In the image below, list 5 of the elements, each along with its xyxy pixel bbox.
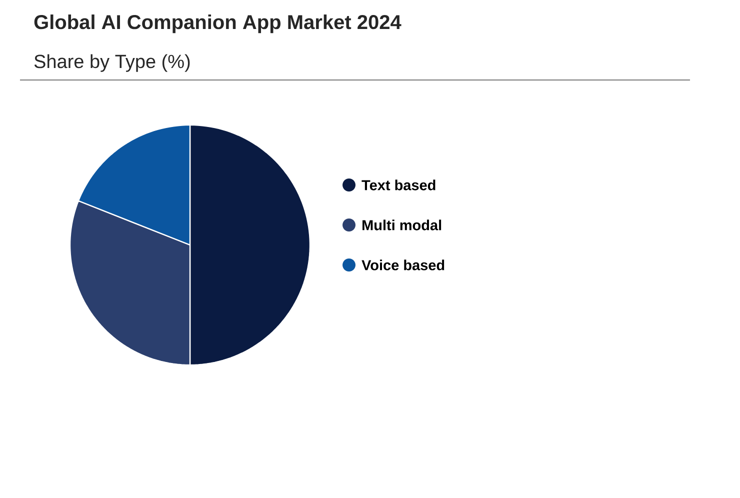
legend-label: Multi modal [362, 220, 442, 230]
chart-subtitle: Share by Type (%) [34, 54, 190, 72]
chart-title: Global AI Companion App Market 2024 [34, 14, 402, 34]
legend-label: Text based [362, 180, 436, 190]
legend-label: Voice based [362, 260, 444, 270]
